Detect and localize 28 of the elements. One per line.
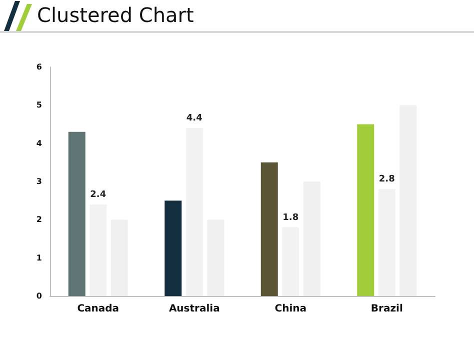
bar [207, 220, 224, 296]
x-tick-label: China [274, 304, 307, 314]
bar [378, 189, 396, 296]
data-label: 4.4 [186, 114, 202, 124]
bar [110, 220, 128, 296]
y-tick-label: 2 [36, 215, 42, 224]
bar [400, 105, 417, 296]
y-tick-label: 6 [36, 62, 42, 72]
bar [164, 200, 182, 296]
y-tick-label: 3 [36, 177, 42, 186]
data-label: 2.8 [378, 174, 395, 185]
y-tick-label: 0 [36, 292, 42, 300]
y-tick-label: 4 [36, 138, 42, 148]
x-tick-label: Australia [168, 304, 220, 314]
x-tick-label: Canada [77, 304, 120, 314]
bar [282, 227, 300, 296]
y-tick-label: 5 [36, 100, 42, 110]
bar [186, 128, 203, 296]
bar [357, 124, 374, 296]
data-label: 2.4 [90, 190, 106, 200]
bar [260, 162, 278, 296]
bar [303, 182, 320, 296]
bar [68, 132, 86, 296]
bar [90, 204, 107, 296]
y-tick-label: 1 [36, 253, 42, 262]
data-label: 1.8 [282, 212, 299, 223]
chart-title: Clustered Chart [37, 3, 194, 27]
x-tick-label: Brazil [370, 304, 403, 314]
